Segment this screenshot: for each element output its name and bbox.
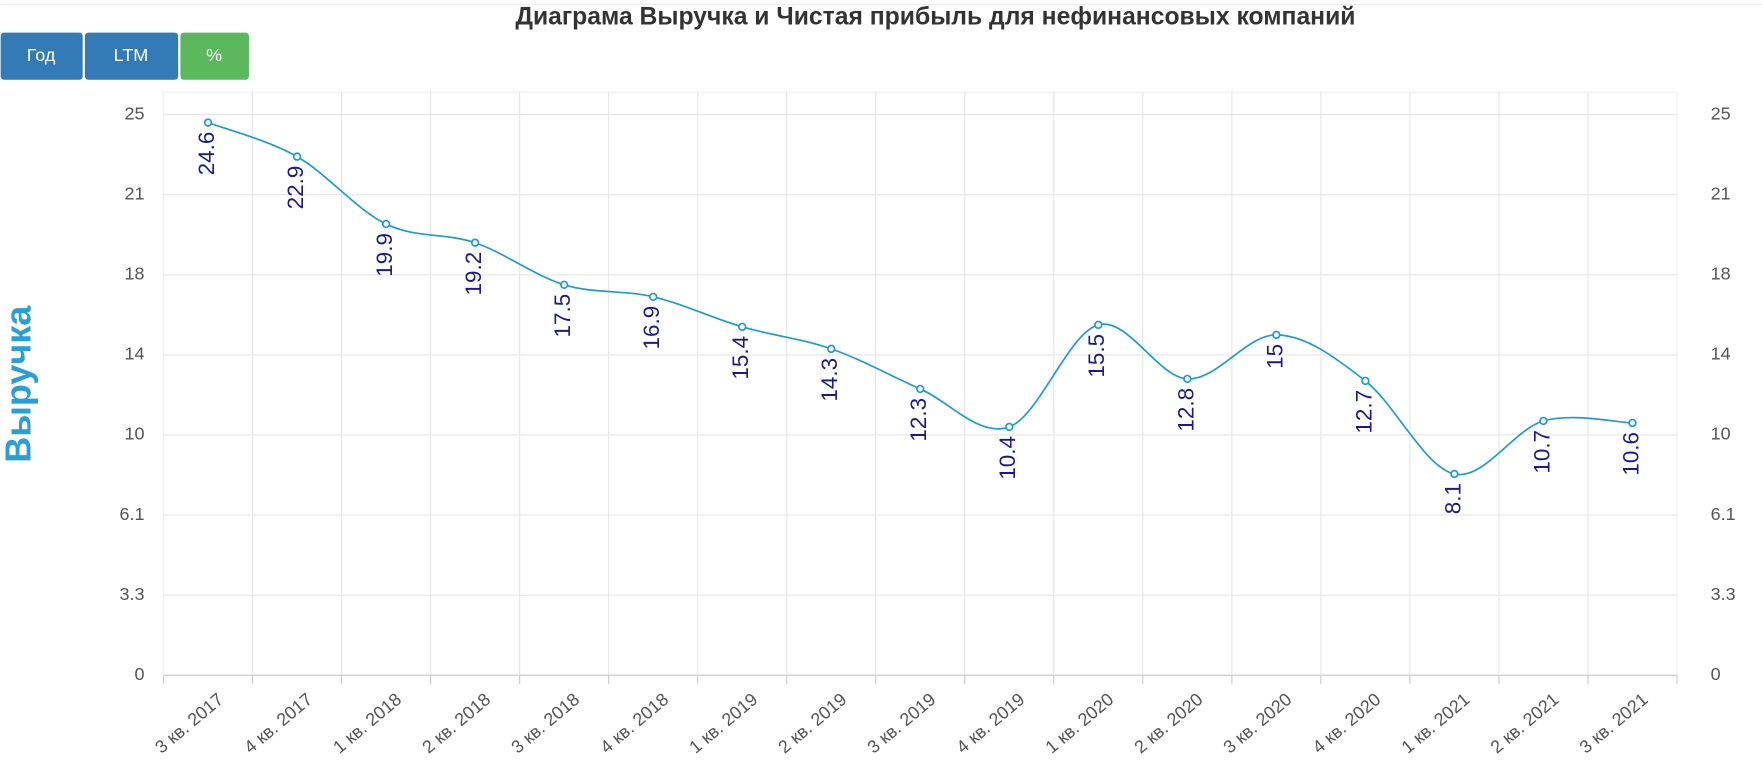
series-line — [207, 121, 1633, 476]
point — [292, 152, 302, 161]
point — [203, 118, 213, 127]
data-label: 15.5 — [1084, 334, 1109, 378]
data-label: 8.1 — [1440, 483, 1465, 514]
point — [1272, 330, 1281, 340]
point — [916, 384, 925, 394]
plot-area — [162, 91, 1678, 676]
point — [470, 238, 480, 247]
data-label: 22.9 — [283, 166, 308, 210]
point — [1361, 376, 1370, 386]
point — [1183, 374, 1192, 384]
button-bg[interactable] — [180, 32, 249, 80]
x-tick-label: 1 кв. 2018 — [329, 689, 405, 757]
data-label: 12.8 — [1173, 388, 1198, 432]
y2-tick-label: 14 — [1711, 344, 1731, 364]
data-label: 24.6 — [194, 132, 219, 176]
y-tick-label: 0 — [134, 664, 144, 684]
data-label: 15 — [1262, 344, 1287, 369]
y-tick-label: 25 — [124, 103, 144, 123]
y2-tick-label: 3.3 — [1711, 584, 1736, 604]
data-label: 10.6 — [1618, 432, 1643, 476]
point — [827, 344, 836, 354]
x-tick-label: 4 кв. 2017 — [240, 689, 316, 757]
data-label: 10.7 — [1529, 430, 1554, 474]
x-tick-label: 3 кв. 2018 — [507, 689, 583, 757]
point — [648, 292, 658, 302]
data-label: 15.4 — [728, 336, 753, 380]
x-tick-label: 3 кв. 2021 — [1576, 689, 1652, 757]
x-tick-label: 2 кв. 2019 — [774, 689, 850, 757]
x-tick-label: 3 кв. 2017 — [151, 689, 227, 757]
data-label: 12.3 — [906, 398, 931, 442]
y2-tick-label: 0 — [1711, 664, 1721, 684]
data-label: 19.2 — [461, 252, 486, 296]
point — [1450, 469, 1459, 479]
data-label: 14.3 — [817, 358, 842, 402]
x-tick-label: 1 кв. 2019 — [685, 689, 761, 757]
x-tick-label: 2 кв. 2020 — [1130, 689, 1206, 757]
point — [381, 219, 391, 229]
point — [559, 280, 569, 290]
point — [737, 322, 747, 332]
x-tick-label: 4 кв. 2019 — [952, 689, 1028, 757]
y-tick-label: 21 — [124, 183, 144, 203]
x-tick-label: 1 кв. 2020 — [1041, 689, 1117, 757]
y-tick-label: 3.3 — [119, 584, 144, 604]
button[interactable]: LTM — [114, 45, 149, 65]
y-axis-label: Выручка — [0, 305, 38, 463]
chart-title: Диаграма Выручка и Чистая прибыль для не… — [515, 4, 1355, 31]
point — [1628, 418, 1637, 428]
data-label: 19.9 — [372, 233, 397, 277]
y-tick-label: 14 — [124, 344, 144, 364]
button[interactable]: Год — [27, 45, 56, 65]
data-label: 17.5 — [550, 294, 575, 338]
data-label: 10.4 — [995, 436, 1020, 480]
point — [1005, 422, 1014, 432]
y-tick-label: 6.1 — [119, 504, 144, 524]
x-tick-label: 4 кв. 2020 — [1309, 689, 1385, 757]
y2-tick-label: 6.1 — [1711, 504, 1736, 524]
x-tick-label: 4 кв. 2018 — [596, 689, 672, 757]
y-tick-label: 10 — [124, 424, 144, 444]
y2-tick-label: 25 — [1711, 103, 1731, 123]
button-bg[interactable] — [84, 32, 179, 80]
x-tick-label: 3 кв. 2020 — [1220, 689, 1296, 757]
point — [1539, 416, 1548, 426]
point — [1094, 320, 1103, 330]
x-tick-label: 2 кв. 2021 — [1487, 689, 1563, 757]
y2-tick-label: 10 — [1711, 424, 1731, 444]
y2-tick-label: 21 — [1711, 183, 1731, 203]
data-label: 12.7 — [1351, 390, 1376, 434]
x-tick-label: 2 кв. 2018 — [418, 689, 494, 757]
x-tick-label: 1 кв. 2021 — [1398, 689, 1474, 757]
data-label: 16.9 — [639, 306, 664, 350]
button-bg[interactable] — [0, 32, 83, 80]
x-tick-label: 3 кв. 2019 — [863, 689, 939, 757]
y2-tick-label: 18 — [1711, 264, 1731, 284]
button[interactable]: % — [206, 45, 222, 65]
y-tick-label: 18 — [124, 264, 144, 284]
